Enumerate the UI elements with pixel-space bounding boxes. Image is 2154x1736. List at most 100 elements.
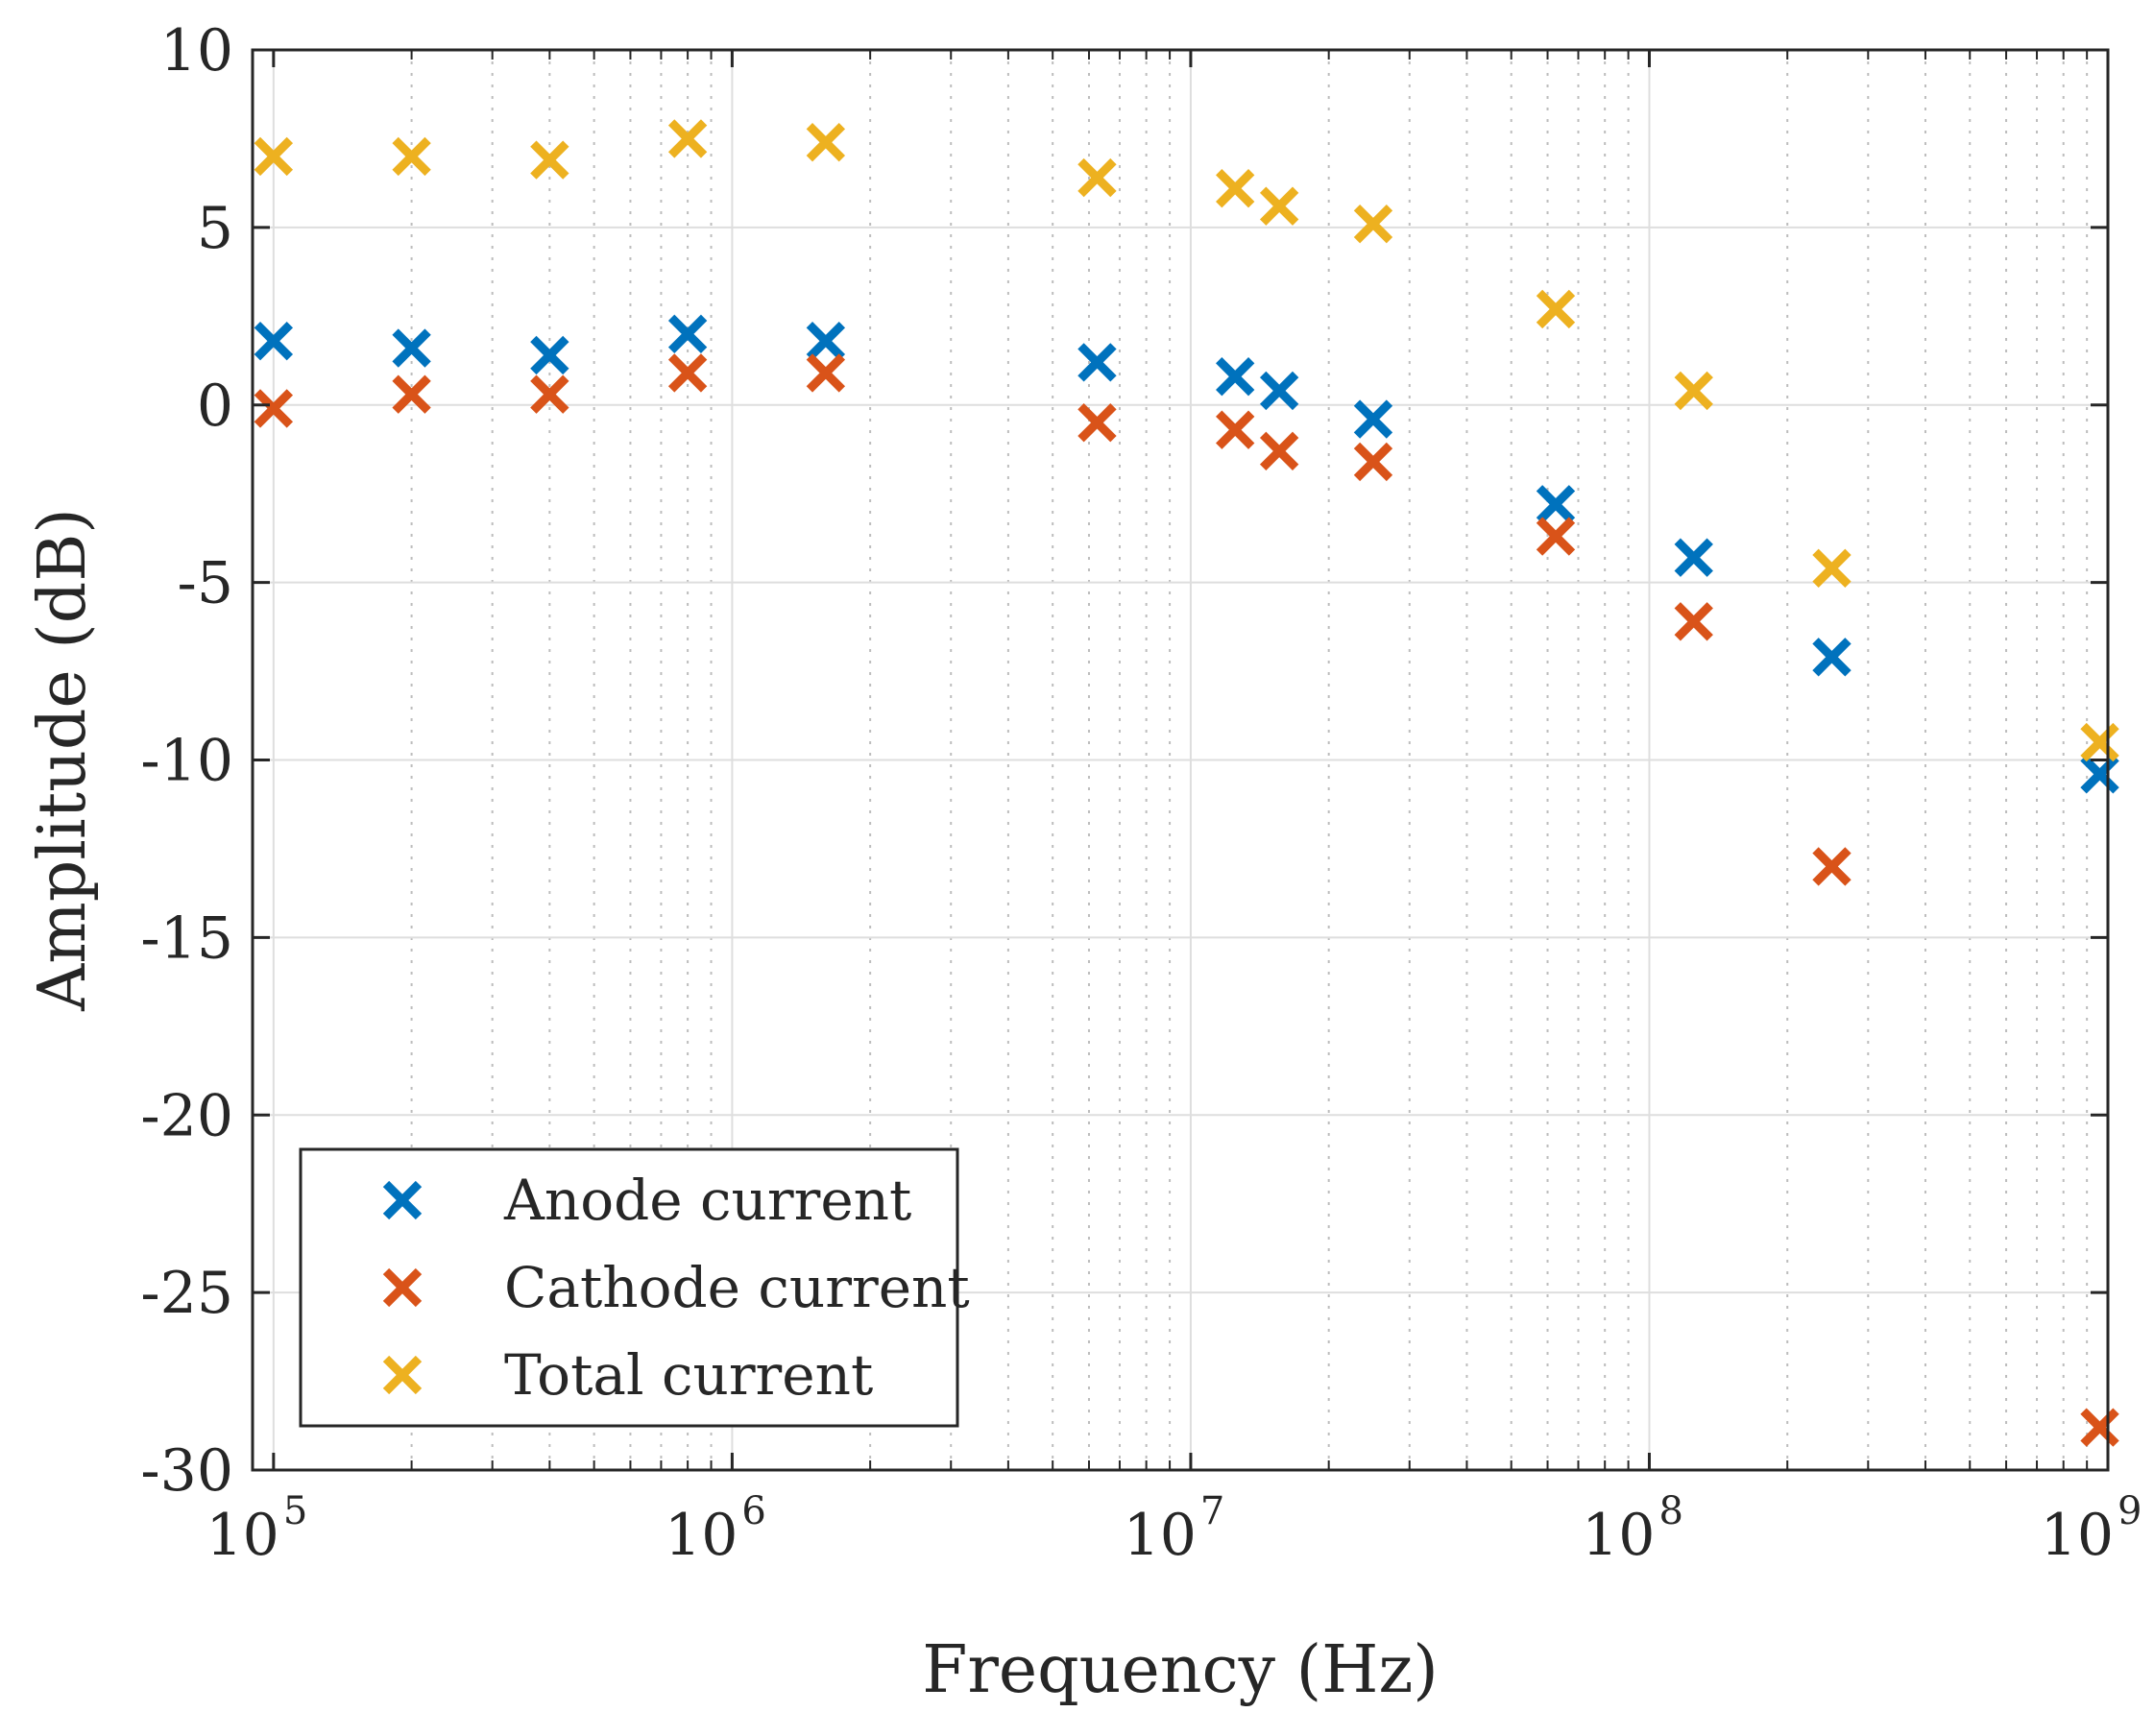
data-point xyxy=(1259,371,1299,411)
data-point xyxy=(806,322,846,361)
axis-ticks xyxy=(253,48,2110,1472)
data-point xyxy=(530,140,569,180)
data-point-stroke xyxy=(1812,638,1851,677)
data-point xyxy=(1216,410,1255,449)
data-point-stroke xyxy=(806,122,846,162)
data-point-stroke xyxy=(1216,410,1255,449)
x-tick-label-base: 10 xyxy=(2041,1502,2114,1569)
x-tick-label: 10 9 xyxy=(2041,1489,2142,1569)
x-tick-label-base: 10 xyxy=(665,1502,738,1569)
data-point-stroke xyxy=(1353,399,1393,439)
data-point xyxy=(2080,722,2119,762)
data-point xyxy=(806,122,846,162)
data-point xyxy=(254,136,294,177)
legend-label: Anode current xyxy=(503,1168,911,1233)
data-point-stroke xyxy=(1812,847,1851,886)
y-tick-label: 5 xyxy=(197,195,233,262)
data-point xyxy=(2080,1408,2119,1447)
data-point-stroke xyxy=(1674,602,1713,641)
x-tick-label: 10 7 xyxy=(1124,1489,1225,1569)
x-axis-label: Frequency (Hz) xyxy=(922,1632,1439,1708)
data-point xyxy=(254,389,294,428)
data-point xyxy=(1674,538,1713,577)
data-point xyxy=(1674,602,1713,641)
data-point xyxy=(2080,755,2119,794)
data-point xyxy=(806,353,846,393)
y-tick-label: -10 xyxy=(140,728,233,795)
data-point-stroke xyxy=(806,353,846,393)
data-point xyxy=(1216,356,1255,397)
data-point xyxy=(1077,403,1117,443)
data-point-stroke xyxy=(667,314,708,353)
data-point-stroke xyxy=(254,389,294,428)
data-point xyxy=(392,136,431,177)
x-tick-label-base: 10 xyxy=(1124,1502,1197,1569)
data-point xyxy=(392,374,431,414)
data-point xyxy=(667,119,708,158)
y-tick-label: -15 xyxy=(140,904,233,972)
data-point-stroke xyxy=(667,119,708,158)
x-tick-label-exponent: 8 xyxy=(1658,1489,1682,1533)
data-point-stroke xyxy=(2080,755,2119,794)
x-tick-labels: 10 5 10 6 10 7 10 8 10 9 xyxy=(206,1489,2142,1569)
data-point xyxy=(1536,517,1576,556)
data-point xyxy=(1812,548,1851,589)
data-point xyxy=(530,374,569,414)
data-point-stroke xyxy=(1259,371,1299,411)
legend-item: Total current xyxy=(382,1342,873,1408)
data-point-stroke xyxy=(1536,289,1576,329)
data-point-stroke xyxy=(1259,431,1299,470)
y-tick-label: -25 xyxy=(140,1260,233,1327)
x-tick-label-base: 10 xyxy=(1582,1502,1655,1569)
y-tick-label: -5 xyxy=(178,550,233,617)
data-point-stroke xyxy=(1536,485,1576,524)
x-tick-label: 10 8 xyxy=(1582,1489,1683,1569)
data-point-stroke xyxy=(1812,548,1851,589)
data-point-stroke xyxy=(1259,186,1299,226)
data-point-stroke xyxy=(1216,169,1255,208)
data-point xyxy=(1674,371,1713,411)
data-point-stroke xyxy=(530,140,569,180)
legend-items: Anode current Cathode current Total curren… xyxy=(382,1168,970,1408)
data-point xyxy=(1536,289,1576,329)
x-tick-label-exponent: 6 xyxy=(741,1489,765,1533)
data-point-stroke xyxy=(1353,204,1393,244)
y-tick-label: 0 xyxy=(197,373,233,440)
x-tick-label-exponent: 9 xyxy=(2118,1489,2142,1533)
x-tick-label: 10 6 xyxy=(665,1489,766,1569)
legend-marker xyxy=(382,1180,423,1220)
y-tick-label: -30 xyxy=(140,1437,233,1505)
data-point-stroke xyxy=(2080,722,2119,762)
data-point-stroke xyxy=(254,322,294,361)
data-point-stroke xyxy=(392,136,431,177)
legend-label: Cathode current xyxy=(504,1255,970,1320)
data-point-stroke xyxy=(667,353,708,393)
legend-marker xyxy=(382,1355,423,1395)
data-point xyxy=(1216,169,1255,208)
data-point-stroke xyxy=(530,335,569,375)
data-point xyxy=(1353,442,1393,482)
legend-item: Cathode current xyxy=(382,1255,970,1320)
data-point-stroke xyxy=(1077,157,1117,198)
data-point xyxy=(1353,204,1393,244)
data-point xyxy=(1536,485,1576,524)
y-tick-label: -20 xyxy=(140,1082,233,1149)
data-point xyxy=(1812,638,1851,677)
data-point xyxy=(1077,157,1117,198)
data-point-stroke xyxy=(1216,356,1255,397)
x-tick-label-exponent: 7 xyxy=(1200,1489,1224,1533)
data-point-stroke xyxy=(530,374,569,414)
x-tick-label: 10 5 xyxy=(206,1489,307,1569)
major-grid xyxy=(253,50,2108,1470)
data-point xyxy=(530,335,569,375)
data-point xyxy=(1259,431,1299,470)
data-point xyxy=(392,328,431,368)
data-point-stroke xyxy=(392,328,431,368)
data-point-stroke xyxy=(1353,442,1393,482)
data-point xyxy=(667,353,708,393)
legend-item: Anode current xyxy=(382,1168,911,1233)
data-point-stroke xyxy=(2080,1408,2119,1447)
data-point-stroke xyxy=(806,322,846,361)
data-point xyxy=(254,322,294,361)
